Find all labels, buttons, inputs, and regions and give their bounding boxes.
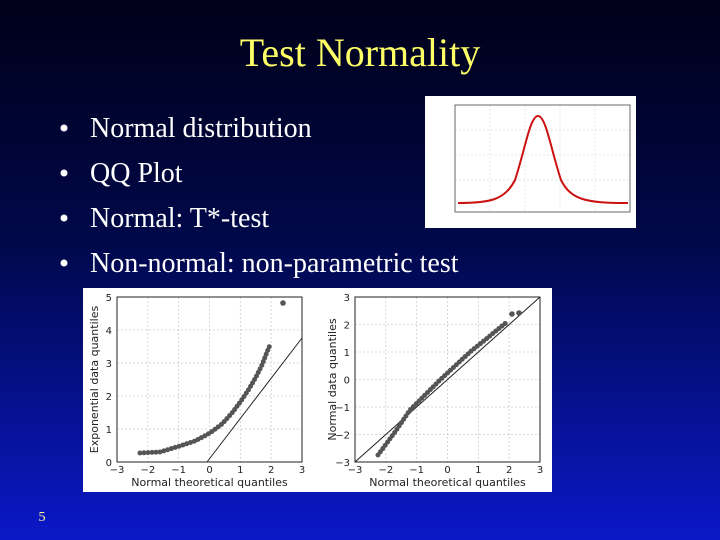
bullet-dot — [60, 214, 68, 222]
x-tick-label: −1 — [409, 465, 424, 476]
x-tick-label: −1 — [171, 465, 186, 476]
y-tick-label: 1 — [106, 425, 112, 436]
qq-figure-background — [83, 288, 552, 492]
figure-background — [425, 96, 636, 228]
qq-point — [516, 310, 522, 316]
page-number: 5 — [39, 510, 46, 525]
qq-plot: −3 −2 −1 0 1 2 3 −3 −2 −1 0 1 2 3 Normal theoretical q… — [326, 293, 543, 489]
bullet-text: QQ Plot — [90, 158, 183, 189]
x-tick-label: 3 — [537, 465, 543, 476]
x-tick-label: 1 — [475, 465, 481, 476]
y-tick-label: 3 — [344, 293, 350, 304]
bullet-dot — [60, 259, 68, 267]
x-axis-label: Normal theoretical quantiles — [131, 476, 288, 489]
qq-point — [509, 311, 515, 317]
x-tick-label: 3 — [299, 465, 305, 476]
plot-frame — [354, 296, 541, 463]
normal-curve-figure — [425, 96, 636, 228]
y-tick-label: 1 — [344, 348, 350, 359]
y-tick-label: −3 — [335, 458, 350, 469]
x-tick-label: 2 — [506, 465, 512, 476]
normal-curve — [457, 114, 629, 204]
reference-line — [354, 296, 541, 463]
x-tick-label: −3 — [110, 465, 125, 476]
x-tick-label: −2 — [140, 465, 155, 476]
qq-point — [280, 300, 286, 306]
slide-title: Test Normality — [240, 30, 481, 75]
x-tick-label: 0 — [206, 465, 212, 476]
qq-points — [375, 319, 510, 458]
y-tick-label: 0 — [106, 458, 112, 469]
bullet-text: Normal: T*-test — [90, 203, 269, 234]
bullet-text: Normal distribution — [90, 113, 312, 144]
y-axis-label: Normal data quantiles — [326, 318, 339, 440]
bullet-dot — [60, 124, 68, 132]
x-tick-label: 2 — [268, 465, 274, 476]
bullet-dot — [60, 169, 68, 177]
qq-points — [137, 342, 273, 456]
x-tick-label: 1 — [237, 465, 243, 476]
y-tick-label: 4 — [106, 326, 112, 337]
x-tick-label: 0 — [444, 465, 450, 476]
x-tick-label: −2 — [378, 465, 393, 476]
qq-figure: −3 −2 −1 0 1 2 3 0 1 2 3 4 5 Normal theoretical quant… — [88, 293, 543, 489]
y-tick-label: 2 — [344, 321, 350, 332]
y-tick-label: −1 — [335, 403, 350, 414]
y-tick-label: 0 — [344, 376, 350, 387]
y-tick-label: 3 — [106, 359, 112, 370]
y-tick-label: −2 — [335, 431, 350, 442]
qq-plot: −3 −2 −1 0 1 2 3 0 1 2 3 4 5 Normal theoretical quant… — [88, 293, 305, 489]
plot-frame — [116, 296, 303, 463]
bullet-text: Non-normal: non-parametric test — [90, 248, 459, 279]
bullet-list: Normal distribution QQ Plot Normal: T*-tes… — [60, 113, 459, 279]
y-tick-label: 2 — [106, 392, 112, 403]
y-axis-label: Exponential data quantiles — [88, 306, 101, 454]
y-tick-label: 5 — [106, 293, 112, 304]
x-tick-label: −3 — [348, 465, 363, 476]
x-axis-label: Normal theoretical quantiles — [369, 476, 526, 489]
figure-frame — [454, 104, 631, 213]
reference-line — [206, 337, 303, 463]
